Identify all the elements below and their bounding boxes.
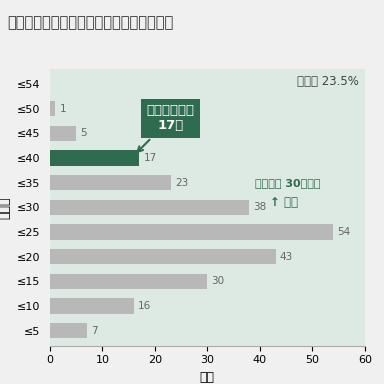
Bar: [50, 274, 207, 289]
Text: 16: 16: [138, 301, 151, 311]
Text: ↑ 選定: ↑ 選定: [270, 196, 298, 209]
Y-axis label: 偏差値: 偏差値: [0, 196, 11, 218]
Bar: [50, 249, 276, 264]
Text: 43: 43: [280, 252, 293, 262]
Text: 1: 1: [60, 104, 66, 114]
X-axis label: 校数: 校数: [200, 371, 215, 384]
Text: 7: 7: [91, 326, 98, 336]
Text: 23: 23: [175, 178, 188, 188]
Bar: [50, 200, 249, 215]
Text: 5: 5: [80, 128, 87, 138]
Text: 選定基準 30点以上: 選定基準 30点以上: [255, 178, 320, 188]
Text: タイプ３「地域社会への貢献」地域連携型: タイプ３「地域社会への貢献」地域連携型: [8, 15, 174, 30]
Bar: [50, 175, 170, 190]
Bar: [50, 101, 55, 116]
Text: 30: 30: [212, 276, 225, 286]
Text: 54: 54: [338, 227, 351, 237]
Bar: [50, 150, 139, 166]
Text: 選定率 23.5%: 選定率 23.5%: [296, 74, 359, 88]
Text: 芝浦工大含む
17校: 芝浦工大含む 17校: [137, 104, 195, 152]
Bar: [50, 224, 333, 240]
Bar: [50, 126, 76, 141]
Text: 38: 38: [253, 202, 267, 212]
Bar: [50, 323, 87, 338]
Text: 17: 17: [143, 153, 157, 163]
Bar: [50, 298, 134, 314]
